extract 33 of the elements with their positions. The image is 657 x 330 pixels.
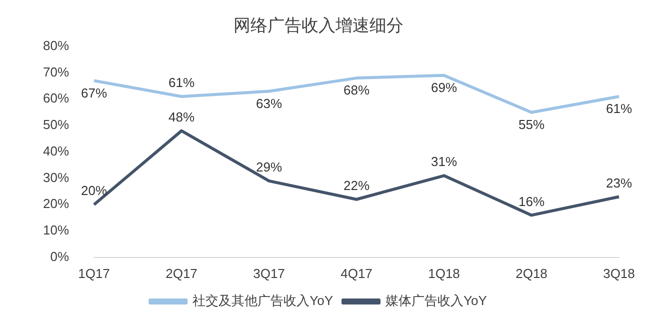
- data-label: 23%: [606, 175, 632, 190]
- data-label: 22%: [343, 178, 370, 193]
- legend-label: 社交及其他广告收入YoY: [192, 293, 334, 308]
- y-tick-label: 30%: [42, 170, 70, 185]
- legend-label: 媒体广告收入YoY: [386, 293, 488, 308]
- x-tick-label: 2Q18: [516, 266, 548, 281]
- data-label: 61%: [606, 101, 632, 116]
- y-tick-label: 80%: [42, 38, 70, 53]
- x-tick-label: 1Q17: [78, 266, 110, 281]
- y-tick-label: 0%: [50, 248, 70, 264]
- data-label: 20%: [81, 183, 108, 198]
- x-tick-label: 3Q17: [253, 266, 285, 281]
- y-tick-label: 50%: [42, 117, 70, 132]
- data-label: 67%: [81, 85, 108, 100]
- data-label: 31%: [430, 154, 458, 170]
- data-label: 29%: [256, 159, 282, 174]
- x-tick-label: 3Q18: [603, 266, 635, 281]
- y-tick-label: 20%: [42, 196, 70, 212]
- data-label: 48%: [168, 109, 195, 124]
- x-tick-label: 4Q17: [340, 266, 372, 281]
- chart-title: 网络广告收入增速细分: [234, 16, 404, 35]
- data-label: 68%: [343, 82, 370, 98]
- y-tick-label: 60%: [42, 90, 70, 106]
- y-tick-label: 70%: [42, 64, 70, 80]
- x-tick-label: 1Q18: [428, 266, 460, 281]
- data-label: 61%: [168, 75, 195, 90]
- y-tick-label: 10%: [42, 222, 70, 238]
- data-label: 63%: [256, 96, 282, 111]
- y-tick-label: 40%: [42, 143, 70, 158]
- data-label: 69%: [430, 80, 458, 95]
- data-label: 55%: [518, 116, 545, 132]
- x-tick-label: 2Q17: [166, 266, 198, 281]
- data-label: 16%: [518, 194, 545, 209]
